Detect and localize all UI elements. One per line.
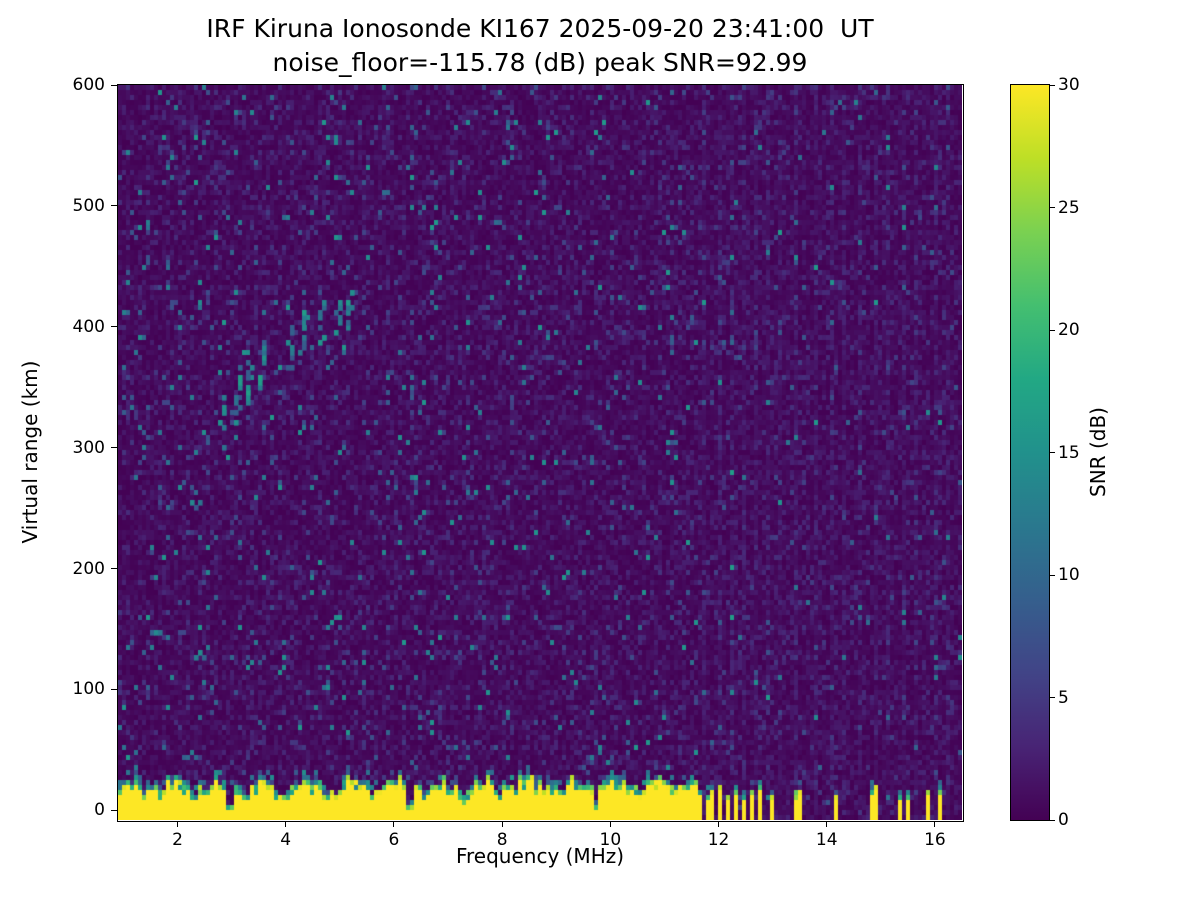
x-tick-label: 16 <box>924 830 946 850</box>
x-tick-label: 6 <box>388 830 400 850</box>
ionogram-heatmap-canvas <box>118 85 962 820</box>
y-tick-label: 400 <box>72 316 105 337</box>
x-tick-mark <box>393 821 395 827</box>
colorbar-tick-mark <box>1049 697 1055 698</box>
x-tick-mark <box>285 821 287 827</box>
y-tick-label: 500 <box>72 195 105 216</box>
x-tick-label: 4 <box>280 830 292 850</box>
y-tick-mark <box>111 205 117 207</box>
colorbar-tick-mark <box>1049 819 1055 821</box>
x-tick-mark <box>718 821 720 827</box>
colorbar-tick-label: 15 <box>1058 442 1080 463</box>
colorbar-tick-mark <box>1049 329 1055 331</box>
colorbar-tick-mark <box>1049 84 1055 86</box>
x-tick-label: 8 <box>496 830 508 850</box>
y-axis-label: Virtual range (km) <box>18 360 42 544</box>
y-tick-mark <box>111 809 117 811</box>
y-tick-label: 0 <box>94 800 105 821</box>
y-tick-mark <box>111 568 117 570</box>
colorbar <box>1010 84 1050 821</box>
x-tick-mark <box>609 821 611 827</box>
y-tick-mark <box>111 326 117 328</box>
chart-title: IRF Kiruna Ionosonde KI167 2025-09-20 23… <box>206 14 874 43</box>
colorbar-tick-label: 0 <box>1058 810 1069 830</box>
x-tick-label: 2 <box>172 830 183 850</box>
y-tick-mark <box>111 447 117 449</box>
colorbar-tick-label: 30 <box>1058 75 1080 95</box>
x-tick-label: 10 <box>599 830 622 850</box>
y-tick-mark <box>111 688 117 690</box>
colorbar-tick-mark <box>1049 452 1055 453</box>
colorbar-tick-label: 5 <box>1058 687 1069 708</box>
x-axis-label: Frequency (MHz) <box>455 844 625 868</box>
colorbar-tick-mark <box>1049 207 1055 208</box>
x-tick-label: 12 <box>707 830 730 850</box>
y-tick-label: 600 <box>72 75 105 95</box>
y-tick-mark <box>111 84 117 86</box>
colorbar-tick-label: 10 <box>1058 565 1080 585</box>
x-tick-mark <box>826 821 828 827</box>
y-tick-label: 100 <box>72 679 105 700</box>
colorbar-tick-label: 20 <box>1058 320 1080 340</box>
plot-area-frame <box>117 84 964 822</box>
y-tick-label: 200 <box>72 558 105 579</box>
y-tick-label: 300 <box>72 437 105 458</box>
x-tick-label: 14 <box>815 830 838 850</box>
colorbar-tick-mark <box>1049 574 1055 576</box>
x-tick-mark <box>501 821 503 827</box>
x-tick-mark <box>177 821 178 827</box>
colorbar-tick-label: 25 <box>1058 197 1080 218</box>
chart-subtitle: noise_floor=-115.78 (dB) peak SNR=92.99 <box>272 48 808 77</box>
x-tick-mark <box>934 821 936 827</box>
